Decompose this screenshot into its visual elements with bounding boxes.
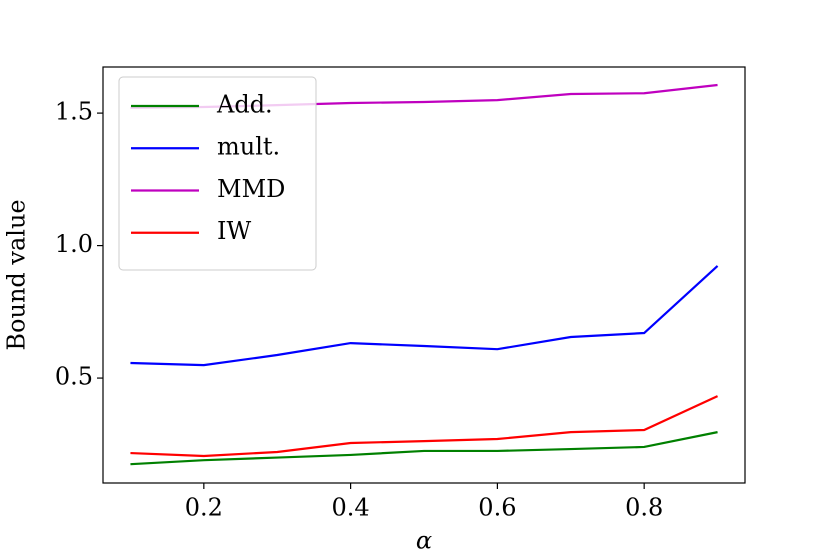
legend-label: Add.	[216, 91, 273, 119]
y-tick-label: 0.5	[55, 363, 93, 391]
legend-box	[118, 76, 317, 271]
plot-frame	[102, 66, 746, 484]
x-tick-label: 0.6	[478, 494, 516, 522]
x-tick-label: 0.2	[185, 494, 223, 522]
y-tick-label: 1.5	[55, 98, 93, 126]
legend-label: MMD	[217, 175, 285, 203]
y-tick-label: 1.0	[55, 230, 93, 258]
y-axis-label: Bound value	[3, 199, 31, 350]
line-series	[130, 265, 719, 367]
line-series	[130, 431, 718, 466]
x-tick-label: 0.8	[625, 494, 663, 522]
legend-label: IW	[217, 217, 251, 245]
legend-label: mult.	[217, 133, 280, 161]
x-tick-label: 0.4	[332, 494, 370, 522]
x-axis-label: α	[416, 527, 432, 552]
line-series	[130, 395, 719, 458]
